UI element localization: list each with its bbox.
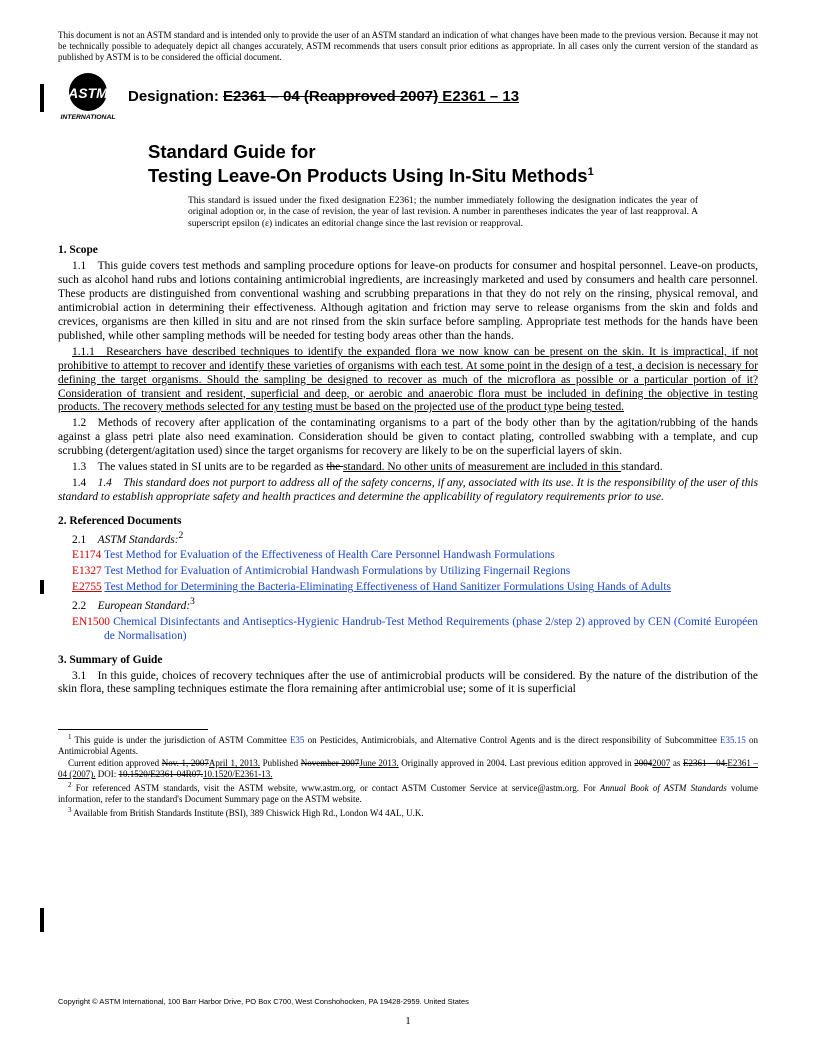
svg-text:INTERNATIONAL: INTERNATIONAL bbox=[61, 114, 116, 121]
para-2-1: 2.1 ASTM Standards:2 bbox=[58, 531, 758, 548]
standard-title: Standard Guide for Testing Leave-On Prod… bbox=[148, 140, 758, 187]
svg-text:ASTM: ASTM bbox=[67, 85, 108, 101]
footnote-edition: Current edition approved Nov. 1, 2007Apr… bbox=[58, 758, 758, 780]
footnote-3: 3 Available from British Standards Insti… bbox=[58, 806, 758, 819]
ref-en1500: EN1500 Chemical Disinfectants and Antise… bbox=[58, 616, 758, 644]
change-bar bbox=[40, 84, 44, 112]
section-3-head: 3. Summary of Guide bbox=[58, 654, 758, 668]
section-1-head: 1. Scope bbox=[58, 244, 758, 258]
para-2-2: 2.2 European Standard:3 bbox=[58, 597, 758, 614]
footnotes: 1 This guide is under the jurisdiction o… bbox=[58, 733, 758, 819]
para-1-2: 1.2 Methods of recovery after applicatio… bbox=[58, 417, 758, 459]
ref-e2755: E2755 Test Method for Determining the Ba… bbox=[58, 581, 758, 595]
header-disclaimer: This document is not an ASTM standard an… bbox=[58, 30, 758, 62]
section-2-head: 2. Referenced Documents bbox=[58, 515, 758, 529]
issuance-note: This standard is issued under the fixed … bbox=[188, 196, 698, 231]
ref-e1174: E1174 Test Method for Evaluation of the … bbox=[58, 549, 758, 563]
change-bar bbox=[40, 580, 44, 594]
copyright-line: Copyright © ASTM International, 100 Barr… bbox=[58, 997, 469, 1006]
footnote-1: 1 This guide is under the jurisdiction o… bbox=[58, 733, 758, 757]
para-1-3: 1.3 The values stated in SI units are to… bbox=[58, 461, 758, 475]
page-number: 1 bbox=[0, 1015, 816, 1028]
astm-logo-icon: ASTM INTERNATIONAL bbox=[58, 72, 118, 122]
change-bar bbox=[40, 908, 44, 932]
footnote-2: 2 For referenced ASTM standards, visit t… bbox=[58, 781, 758, 805]
para-1-4: 1.4 1.4 This standard does not purport t… bbox=[58, 477, 758, 505]
para-3-1: 3.1 In this guide, choices of recovery t… bbox=[58, 670, 758, 698]
designation-header: ASTM INTERNATIONAL Designation: E2361 – … bbox=[58, 72, 758, 122]
ref-e1327: E1327 Test Method for Evaluation of Anti… bbox=[58, 565, 758, 579]
designation-line: Designation: E2361 – 04 (Reapproved 2007… bbox=[128, 88, 519, 106]
para-1-1: 1.1 This guide covers test methods and s… bbox=[58, 260, 758, 343]
footnote-rule bbox=[58, 729, 208, 730]
para-1-1-1: 1.1.1 Researchers have described techniq… bbox=[58, 346, 758, 416]
